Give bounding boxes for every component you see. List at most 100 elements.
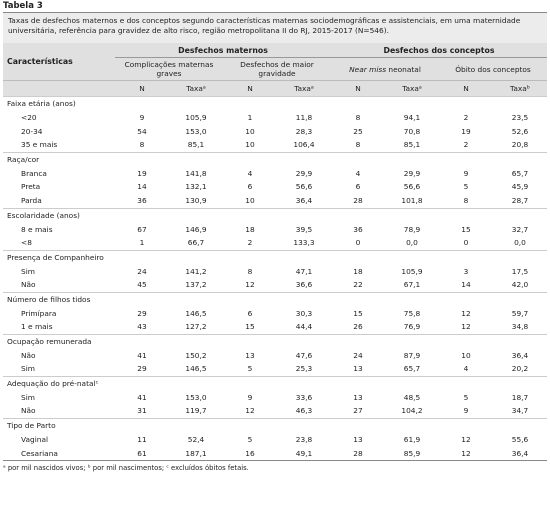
table-row: 35 e mais 8 85,1 10 106,4 8 85,1 2 20,8 xyxy=(3,138,547,152)
cell: 10 xyxy=(245,140,255,150)
cell: 0 xyxy=(355,238,361,248)
row-label: 1 e mais xyxy=(21,322,53,332)
header-cell: N xyxy=(439,80,493,97)
cell: 45,9 xyxy=(511,182,529,192)
cell: 18 xyxy=(353,266,363,276)
section-row: Faixa etária (anos) xyxy=(3,95,547,111)
cell: 28,7 xyxy=(511,196,529,206)
cell: 6 xyxy=(355,182,361,192)
row-label: Cesariana xyxy=(3,446,115,461)
table-row: Vaginal 11 52,4 5 23,8 13 61,9 12 55,6 xyxy=(3,433,547,447)
cell: 132,1 xyxy=(185,182,207,192)
cell: 105,9 xyxy=(401,266,423,276)
cell: 106,4 xyxy=(293,140,315,150)
cell: 13 xyxy=(353,392,363,402)
cell: 3 xyxy=(463,266,469,276)
cell: 70,8 xyxy=(403,126,421,136)
footnote: ᵃ por mil nascidos vivos; ᵇ por mil nasc… xyxy=(3,463,249,472)
cell: 141,2 xyxy=(185,266,207,276)
header-cell: Near miss neonatal xyxy=(331,57,439,81)
header-cell: Taxaᵃ xyxy=(277,80,331,97)
cell: 28 xyxy=(331,446,385,461)
header-cell: Complicações maternas graves xyxy=(115,57,223,81)
cell: 104,2 xyxy=(401,406,423,416)
cell: 52,6 xyxy=(511,126,529,136)
cell: 9 xyxy=(139,113,145,123)
header-cell: Desfechos maternos xyxy=(115,43,331,58)
cell: 2 xyxy=(463,113,469,123)
cell: 52,4 xyxy=(187,434,205,444)
cell: 101,8 xyxy=(401,196,423,206)
cell: 14 xyxy=(137,182,147,192)
cell: 5 xyxy=(463,182,469,192)
cell: 32,7 xyxy=(511,224,529,234)
cell: 34,8 xyxy=(511,322,529,332)
cell: 2 xyxy=(463,140,469,150)
cell: 65,7 xyxy=(511,168,529,178)
cell: 85,1 xyxy=(403,140,421,150)
table-caption: Taxas de desfechos maternos e dos concep… xyxy=(3,12,547,43)
cell: 39,5 xyxy=(295,224,313,234)
cell: 56,6 xyxy=(403,182,421,192)
cell: 11 xyxy=(137,434,147,444)
cell: 130,9 xyxy=(185,196,207,206)
table-row: Parda 36 130,9 10 36,4 28 101,8 8 28,7 xyxy=(3,194,547,208)
cell: 45 xyxy=(137,280,147,290)
section-row: Presença de Companheiro xyxy=(3,249,547,265)
cell: 85,1 xyxy=(187,140,205,150)
cell: 54 xyxy=(137,126,147,136)
cell: 10 xyxy=(461,350,471,360)
cell: 41 xyxy=(137,350,147,360)
cell: 47,1 xyxy=(295,266,313,276)
table-head: Características Desfechos maternos Desfe… xyxy=(3,43,547,97)
cell: 48,5 xyxy=(403,392,421,402)
header-cell: Desfechos de maior gravidade xyxy=(223,57,331,81)
section-label: Faixa etária (anos) xyxy=(3,95,547,111)
cell: 49,1 xyxy=(277,446,331,461)
row-label: Preta xyxy=(21,182,41,192)
cell: 28 xyxy=(353,196,363,206)
table: Características Desfechos maternos Desfe… xyxy=(3,43,547,461)
cell: 13 xyxy=(353,434,363,444)
cell: 1 xyxy=(139,238,145,248)
row-label: Parda xyxy=(21,196,42,206)
section-label: Adequação do pré-natalᶜ xyxy=(3,375,547,391)
cell: 75,8 xyxy=(403,308,421,318)
cell: 23,5 xyxy=(511,113,529,123)
section-label: Presença de Companheiro xyxy=(3,249,547,265)
header-cell: Taxaᵃ xyxy=(169,80,223,97)
section-label: Escolaridade (anos) xyxy=(3,207,547,223)
document: Tabela 3 Taxas de desfechos maternos e d… xyxy=(3,0,547,472)
table-row: Sim 24 141,2 8 47,1 18 105,9 3 17,5 xyxy=(3,264,547,278)
cell: 20,8 xyxy=(511,140,529,150)
cell: 24 xyxy=(137,266,147,276)
cell: 6 xyxy=(247,182,253,192)
cell: 87,9 xyxy=(403,350,421,360)
cell: 36 xyxy=(353,224,363,234)
row-label: <20 xyxy=(21,113,37,123)
cell: 42,0 xyxy=(511,280,529,290)
cell: 20,2 xyxy=(511,364,529,374)
cell: 33,6 xyxy=(295,392,313,402)
cell: 85,9 xyxy=(385,446,439,461)
table-row: <20 9 105,9 1 11,8 8 94,1 2 23,5 xyxy=(3,111,547,125)
cell: 141,8 xyxy=(185,168,207,178)
table-row: Não 41 150,2 13 47,6 24 87,9 10 36,4 xyxy=(3,348,547,362)
cell: 27 xyxy=(353,406,363,416)
cell: 8 xyxy=(355,113,361,123)
cell: 6 xyxy=(247,308,253,318)
table-row: Não 45 137,2 12 36,6 22 67,1 14 42,0 xyxy=(3,278,547,292)
row-label: Branca xyxy=(21,168,47,178)
header-text: Complicações maternas graves xyxy=(124,60,214,78)
cell: 66,7 xyxy=(187,238,205,248)
cell: 31 xyxy=(137,406,147,416)
cell: 14 xyxy=(461,280,471,290)
cell: 13 xyxy=(353,364,363,374)
table-title: Tabela 3 xyxy=(3,1,43,11)
cell: 36,4 xyxy=(295,196,313,206)
cell: 18,7 xyxy=(511,392,529,402)
row-label: 8 e mais xyxy=(21,224,53,234)
cell: 119,7 xyxy=(185,406,207,416)
cell: 153,0 xyxy=(185,126,207,136)
row-label: Não xyxy=(21,350,36,360)
